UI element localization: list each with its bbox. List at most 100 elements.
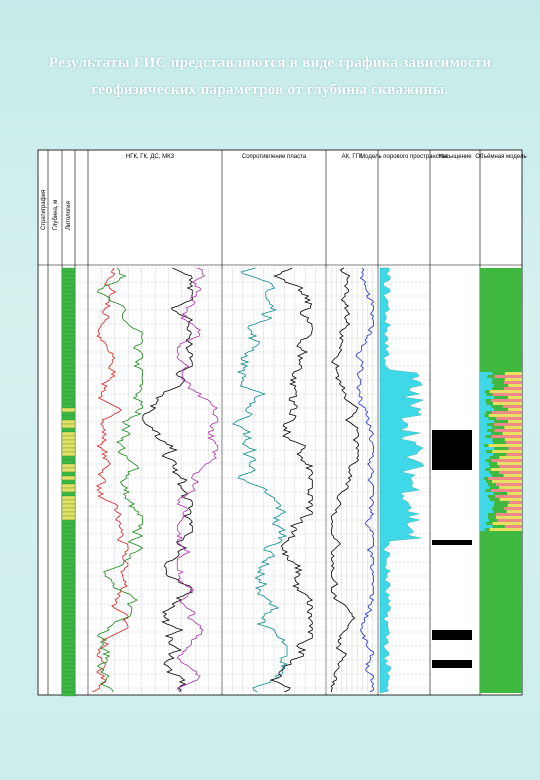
volume xyxy=(492,522,522,525)
curve xyxy=(142,267,194,693)
saturation xyxy=(432,458,472,470)
lithology xyxy=(61,515,76,521)
saturation xyxy=(432,630,472,640)
volume xyxy=(498,471,522,474)
lithology xyxy=(61,663,76,669)
lithology xyxy=(61,671,76,677)
volume xyxy=(480,375,488,378)
lithology xyxy=(61,467,76,473)
lithology xyxy=(61,307,76,313)
volume xyxy=(480,501,495,504)
lithology xyxy=(61,299,76,305)
volume xyxy=(508,420,522,423)
lithology xyxy=(61,335,76,341)
volume xyxy=(504,438,522,441)
volume xyxy=(480,384,495,387)
volume xyxy=(504,525,522,528)
lithology xyxy=(61,635,76,641)
lithology xyxy=(61,275,76,281)
lithology xyxy=(61,315,76,321)
lithology xyxy=(61,603,76,609)
volume xyxy=(495,516,522,519)
lithology xyxy=(61,271,76,277)
lithology xyxy=(61,527,76,533)
volume xyxy=(491,459,522,462)
volume xyxy=(507,396,522,399)
volume xyxy=(506,453,522,456)
volume xyxy=(504,378,522,381)
volume xyxy=(493,423,522,426)
volume xyxy=(480,426,493,429)
lithology xyxy=(61,471,76,477)
track-header: Модель порового пространства xyxy=(360,154,449,160)
volume xyxy=(508,384,522,387)
lithology xyxy=(61,427,76,433)
curve xyxy=(232,267,289,693)
volume xyxy=(480,468,486,471)
lithology xyxy=(61,491,76,497)
volume xyxy=(480,378,493,381)
track-header: Объёмная модель xyxy=(475,154,526,160)
volume xyxy=(488,414,522,417)
volume xyxy=(504,507,522,510)
lithology xyxy=(61,411,76,417)
volume xyxy=(502,405,522,408)
volume xyxy=(503,474,522,477)
lithology xyxy=(61,687,76,693)
volume xyxy=(480,489,486,492)
lithology xyxy=(61,599,76,605)
volume xyxy=(506,510,522,513)
track-header: АК, ГГК xyxy=(342,154,363,160)
volume xyxy=(480,486,490,489)
volume xyxy=(507,492,522,495)
lithology xyxy=(61,463,76,469)
lithology xyxy=(61,679,76,685)
lithology xyxy=(61,507,76,513)
volume xyxy=(490,468,522,471)
lithology xyxy=(61,347,76,353)
volume xyxy=(499,465,522,468)
lithology xyxy=(61,279,76,285)
lithology xyxy=(61,475,76,481)
saturation xyxy=(432,445,472,462)
lithology xyxy=(61,647,76,653)
volume xyxy=(488,444,522,447)
lithology xyxy=(61,691,76,697)
lithology xyxy=(61,659,76,665)
volume xyxy=(497,519,522,522)
volume xyxy=(480,435,486,438)
volume xyxy=(480,492,494,495)
tracks xyxy=(47,150,522,697)
volume xyxy=(480,462,489,465)
track-header: Сопротивление пласта xyxy=(242,154,307,160)
lithology xyxy=(61,551,76,557)
volume xyxy=(508,447,522,450)
lithology xyxy=(61,419,76,425)
volume xyxy=(480,423,487,426)
lithology xyxy=(61,611,76,617)
lithology xyxy=(61,619,76,625)
volume xyxy=(499,498,522,501)
volume xyxy=(480,456,490,459)
volume xyxy=(480,447,495,450)
lithology xyxy=(61,367,76,373)
lithology xyxy=(61,531,76,537)
lithology xyxy=(61,655,76,661)
lithology xyxy=(61,499,76,505)
volume xyxy=(480,396,494,399)
lithology xyxy=(61,503,76,509)
lithology xyxy=(61,495,76,501)
volume xyxy=(480,453,494,456)
lithology xyxy=(61,487,76,493)
volume xyxy=(480,405,492,408)
lithology xyxy=(61,371,76,377)
volume xyxy=(499,456,522,459)
lithology xyxy=(61,311,76,317)
lithology xyxy=(61,423,76,429)
lithology xyxy=(61,443,76,449)
volume xyxy=(480,513,488,516)
volume xyxy=(494,429,522,432)
pore-model xyxy=(379,267,425,694)
lithology xyxy=(61,627,76,633)
